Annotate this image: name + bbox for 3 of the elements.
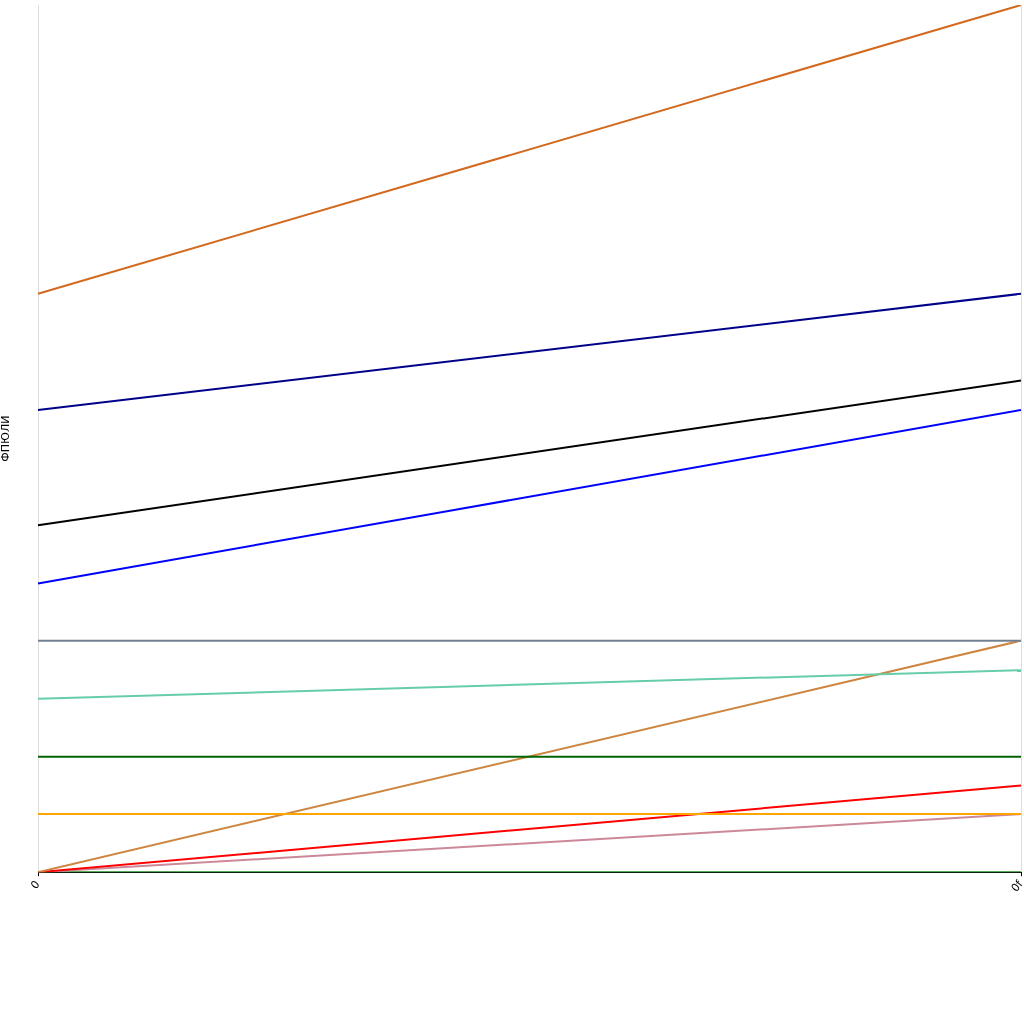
x-tick-label: 0 bbox=[28, 877, 43, 892]
y-axis-title: ФПЮЛИ bbox=[0, 415, 13, 462]
x-tick-label: 0f bbox=[1008, 876, 1024, 895]
